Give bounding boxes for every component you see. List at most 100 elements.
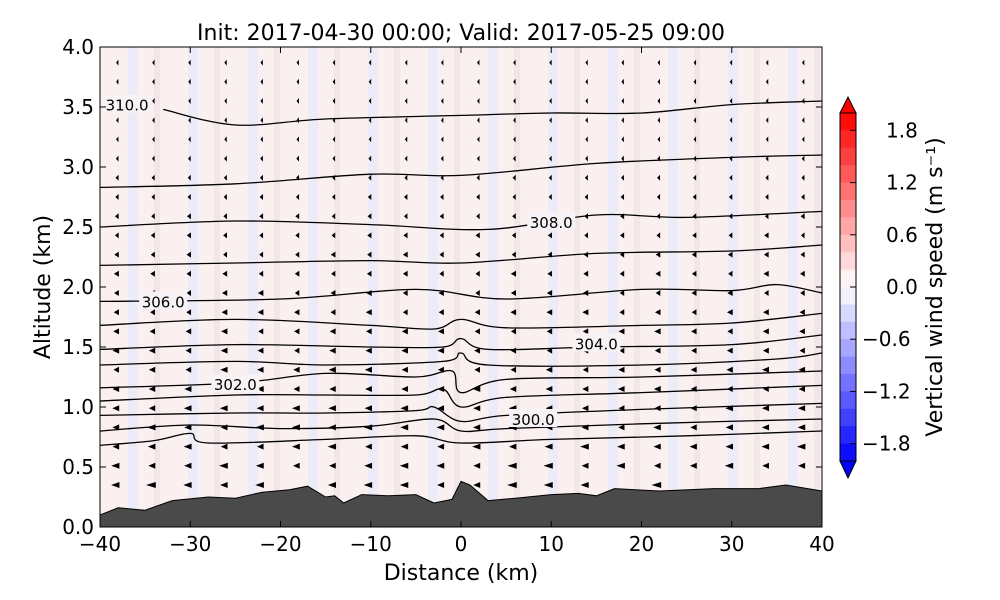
wind-vector-arrow (368, 136, 372, 143)
wind-vector-arrow (436, 424, 445, 431)
wind-vector-arrow (257, 309, 264, 316)
colorbar-band (840, 269, 856, 288)
wind-vector-arrow (187, 174, 191, 181)
wind-vector-arrow (765, 98, 769, 104)
wind-vector-arrow (510, 328, 516, 335)
wind-vector-arrow (296, 155, 299, 162)
wind-vector-arrow (111, 482, 120, 488)
wind-vector-arrow (147, 443, 156, 450)
wind-vector-arrow (401, 347, 408, 354)
wind-vector-arrow (619, 270, 625, 277)
wind-vector-arrow (183, 405, 192, 412)
wind-vector-arrow (368, 98, 372, 104)
wind-vector-arrow (255, 462, 264, 469)
wind-vector-arrow (256, 405, 264, 412)
wind-vector-arrow (584, 232, 588, 239)
colorbar-band (840, 443, 856, 462)
wind-vector-arrow (726, 309, 733, 316)
wind-vector-arrow (583, 251, 589, 258)
wind-vector-arrow (693, 78, 697, 85)
wind-vector-arrow (800, 232, 805, 239)
wind-vector-arrow (332, 155, 336, 162)
wind-vector-arrow (512, 174, 516, 181)
wind-vector-arrow (585, 98, 588, 104)
wind-vector-arrow (725, 443, 734, 450)
wind-vector-arrow (115, 194, 119, 200)
wind-vector-arrow (476, 213, 480, 220)
wind-vector-arrow (256, 366, 264, 373)
colorbar-band (840, 339, 856, 358)
wind-vector-arrow (619, 347, 625, 354)
wind-vector-arrow (330, 309, 336, 316)
wind-vector-arrow (693, 59, 697, 66)
wind-vector-arrow (801, 78, 805, 85)
wind-vector-arrow (474, 347, 481, 354)
wind-vector-arrow (436, 386, 445, 392)
wind-vector-arrow (399, 482, 409, 488)
wind-vector-arrow (545, 386, 553, 392)
wind-vector-arrow (148, 366, 156, 373)
wind-vector-arrow (368, 78, 372, 85)
wind-vector-arrow (692, 213, 697, 220)
wind-vector-arrow (152, 59, 155, 66)
wind-vector-arrow (546, 309, 553, 316)
wind-vector-arrow (256, 443, 264, 450)
wind-vector-arrow (363, 424, 373, 431)
wind-vector-arrow (224, 98, 227, 104)
wind-vector-arrow (296, 98, 299, 104)
wind-vector-arrow (724, 462, 734, 469)
colorbar-ticks: 1.8 1.2 0.6 0.0 −0.6 −1.2 −1.8 (850, 118, 918, 456)
wind-vector-arrow (188, 117, 191, 124)
wind-vector-arrow (112, 443, 120, 450)
wind-vector-arrow (619, 251, 625, 258)
wind-vector-arrow (329, 347, 336, 354)
wind-vector-arrow (185, 366, 192, 373)
wind-vector-arrow (114, 251, 119, 258)
wind-vector-arrow (402, 290, 408, 296)
wind-vector-arrow (436, 462, 445, 469)
wind-vector-arrow (727, 290, 733, 296)
wind-vector-arrow (368, 59, 372, 66)
wind-vector-arrow (150, 251, 155, 258)
wind-vector-arrow (440, 59, 444, 66)
contour-label: 308.0 (530, 214, 573, 232)
wind-vector-arrow (585, 59, 588, 66)
wind-vector-arrow (186, 270, 192, 277)
wind-vector-arrow (440, 98, 444, 104)
wind-vector-arrow (148, 405, 156, 412)
wind-vector-arrow (512, 194, 516, 200)
wind-vector-arrow (475, 251, 480, 258)
y-tick-label: 0.0 (62, 515, 94, 539)
wind-vector-arrow (729, 155, 733, 162)
wind-vector-arrow (365, 443, 372, 450)
wind-vector-arrow (260, 117, 263, 124)
wind-vector-arrow (691, 347, 697, 354)
wind-vector-arrow (762, 366, 770, 373)
wind-vector-arrow (152, 98, 155, 104)
wind-vector-arrow (761, 443, 770, 450)
wind-vector-arrow (332, 174, 336, 181)
wind-vector-arrow (657, 117, 660, 124)
wind-vector-arrow (729, 136, 733, 143)
wind-vector-arrow (511, 232, 516, 239)
theta-contour-line (100, 430, 822, 447)
wind-vector-arrow (294, 328, 300, 335)
y-tick-label: 1.0 (62, 395, 94, 419)
wind-vector-arrow (656, 213, 661, 220)
x-tick-label: −40 (79, 532, 121, 556)
wind-vector-arrow (220, 443, 228, 450)
wind-vector-arrow (657, 136, 660, 143)
wind-vector-arrow (367, 194, 372, 200)
wind-vector-arrow (365, 347, 372, 354)
x-tick-label: 0 (455, 532, 468, 556)
wind-vectors (111, 59, 806, 488)
wind-vector-arrow (654, 328, 661, 335)
wind-vector-arrow (762, 328, 769, 335)
wind-vector-arrow (693, 136, 697, 143)
wind-vector-arrow (477, 98, 480, 104)
y-tick-label: 2.5 (62, 215, 94, 239)
wind-vector-arrow (691, 290, 697, 296)
wind-vector-arrow (507, 462, 517, 469)
wind-vector-arrow (762, 347, 769, 354)
